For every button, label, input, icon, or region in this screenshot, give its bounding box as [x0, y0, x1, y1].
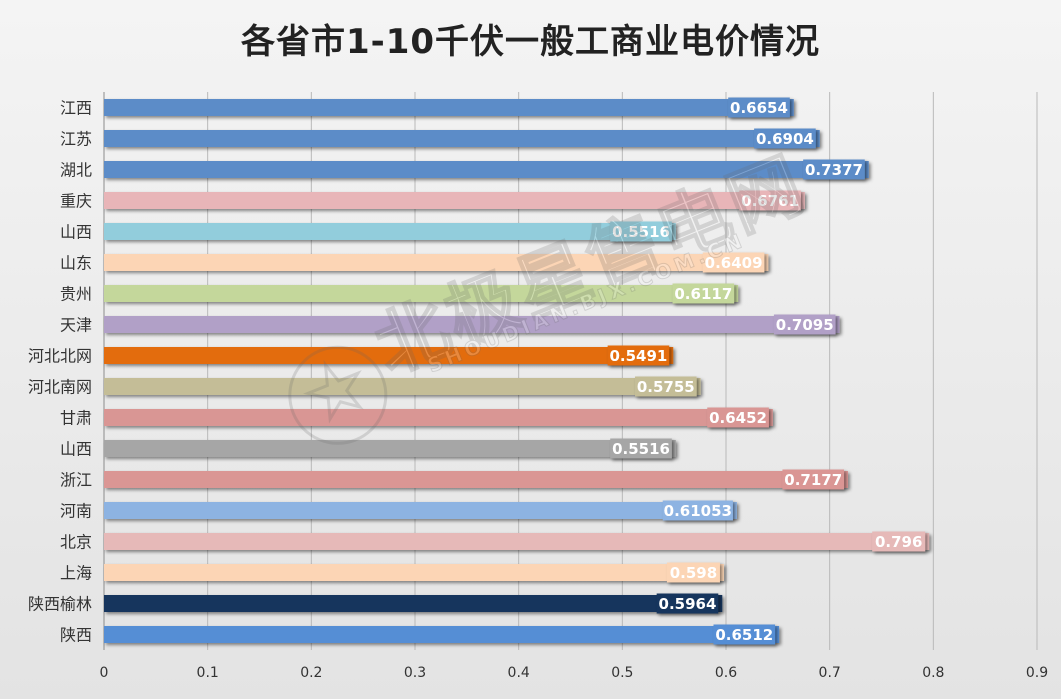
data-label-box — [662, 500, 733, 521]
data-label: 0.5491 — [609, 347, 667, 365]
category-label: 山西 — [60, 223, 92, 242]
data-label: 0.6761 — [741, 192, 799, 210]
data-label-box — [754, 128, 816, 149]
data-label-box — [610, 221, 672, 242]
category-label: 湖北 — [60, 161, 92, 180]
x-tick-label: 0.5 — [611, 665, 633, 681]
bar — [104, 347, 674, 364]
data-label: 0.6117 — [674, 285, 732, 303]
bar — [104, 223, 676, 240]
bar — [104, 564, 724, 581]
bar — [104, 254, 769, 271]
category-label: 重庆 — [60, 192, 92, 211]
data-label-box — [707, 407, 769, 428]
data-label-box — [610, 438, 672, 459]
category-label: 天津 — [60, 316, 92, 335]
bar — [104, 595, 723, 612]
category-label: 甘肃 — [60, 409, 92, 428]
data-label: 0.7177 — [784, 471, 842, 489]
x-tick-label: 0.2 — [300, 665, 322, 681]
category-label: 山东 — [60, 254, 92, 273]
bar — [104, 502, 737, 519]
bar — [104, 99, 794, 116]
data-label: 0.61053 — [664, 502, 732, 520]
data-label: 0.6654 — [730, 99, 788, 117]
category-label: 河北南网 — [28, 378, 92, 397]
bar — [104, 409, 773, 426]
x-tick-label: 0 — [100, 665, 109, 681]
x-tick-label: 0.3 — [404, 665, 426, 681]
bar — [104, 130, 820, 147]
bar — [104, 440, 676, 457]
data-label-box — [656, 593, 719, 614]
x-tick-label: 0.6 — [715, 665, 737, 681]
x-tick-label: 0.1 — [197, 665, 219, 681]
category-label: 河南 — [60, 502, 92, 521]
data-label: 0.598 — [670, 564, 717, 582]
data-label-box — [872, 531, 926, 552]
category-label: 上海 — [60, 564, 92, 583]
data-label-box — [607, 345, 670, 366]
x-tick-label: 0.8 — [922, 665, 944, 681]
data-label: 0.6452 — [709, 409, 767, 427]
gridlines — [103, 92, 1038, 650]
data-label: 0.7095 — [776, 316, 834, 334]
category-label: 陕西 — [60, 626, 92, 645]
category-label: 江西 — [60, 99, 92, 118]
category-label: 陕西榆林 — [28, 595, 92, 614]
data-label: 0.5516 — [612, 223, 670, 241]
data-label: 0.6904 — [756, 130, 814, 148]
data-label-box — [803, 159, 865, 180]
data-label: 0.6409 — [705, 254, 763, 272]
data-label-box — [773, 314, 836, 335]
data-label-box — [782, 469, 845, 490]
category-labels: 江西江苏湖北重庆山西山东贵州天津河北北网河北南网甘肃山西浙江河南北京上海陕西榆林… — [28, 99, 92, 645]
category-label: 江苏 — [60, 130, 92, 149]
data-labels: 0.6654 0.6904 0.7377 0.6761 0.5516 0.6409 0.61… — [607, 97, 926, 645]
x-tick-label: 0.4 — [508, 665, 530, 681]
bar — [104, 626, 780, 643]
data-label: 0.6512 — [715, 626, 773, 644]
bar — [104, 316, 840, 333]
data-label-box — [635, 376, 697, 397]
bar — [104, 533, 930, 550]
bar — [104, 285, 739, 302]
category-label: 北京 — [60, 533, 92, 552]
data-label-box — [702, 252, 765, 273]
data-label-box — [666, 562, 720, 583]
bar — [104, 192, 805, 209]
data-label-box — [672, 283, 735, 304]
data-label-box — [728, 97, 790, 118]
data-label: 0.796 — [875, 533, 922, 551]
chart-title: 各省市1-10千伏一般工商业电价情况 — [240, 22, 821, 62]
bar — [104, 378, 701, 395]
data-label-box — [713, 624, 776, 645]
bars — [104, 99, 930, 643]
data-label: 0.7377 — [805, 161, 863, 179]
category-label: 河北北网 — [28, 347, 92, 366]
data-label: 0.5755 — [637, 378, 695, 396]
bar — [104, 471, 849, 488]
category-label: 浙江 — [60, 471, 92, 490]
data-label: 0.5516 — [612, 440, 670, 458]
data-label: 0.5964 — [659, 595, 717, 613]
data-label-box — [739, 190, 801, 211]
x-tick-label: 0.7 — [819, 665, 841, 681]
category-label: 贵州 — [60, 285, 92, 304]
x-tick-label: 0.9 — [1026, 665, 1048, 681]
x-tick-labels: 0 0.1 0.2 0.3 0.4 0.5 0.6 0.7 0.8 0.9 — [100, 665, 1049, 681]
category-label: 山西 — [60, 440, 92, 459]
bar — [104, 161, 869, 178]
